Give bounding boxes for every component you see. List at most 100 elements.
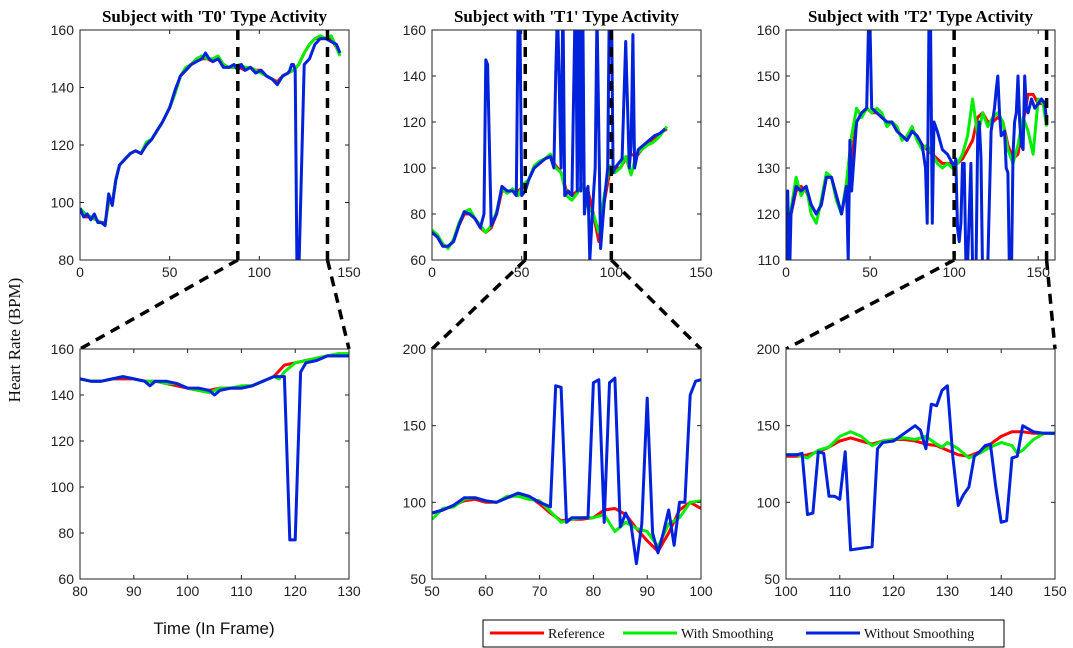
y-tick-label: 120 [51,137,75,153]
y-tick-label: 140 [757,114,781,130]
x-tick-label: 50 [514,264,530,280]
series-line-without-smoothing [786,30,1049,260]
x-tick-label: 100 [774,583,798,599]
y-tick-label: 130 [757,160,781,176]
x-tick-label: 90 [126,583,142,599]
y-tick-label: 60 [58,571,74,587]
series-line-without-smoothing [80,354,349,542]
plot-frame [785,29,1056,261]
x-tick-label: 100 [176,583,200,599]
chart-t1-top: 0 50 100 150 60 80 100 120 140 160 Subject with 'T… [403,7,713,280]
x-tick-label: 100 [600,264,624,280]
zoom-connector-line [430,258,527,351]
chart-t1-zoom: 50 60 70 80 90 100 50 100 150 200 [403,341,713,599]
x-tick-label: 100 [942,264,966,280]
x-tick-label: 80 [586,583,602,599]
series-group [786,384,1055,552]
y-tick-label: 200 [403,341,427,357]
y-tick-label: 100 [403,494,427,510]
x-tick-label: 110 [829,583,852,599]
series-line-with-smoothing [786,430,1055,460]
series-group [432,376,701,566]
x-tick-label: 0 [428,264,436,280]
y-tick-label: 50 [764,571,780,587]
zoom-connector-line [325,259,351,350]
x-tick-label: 140 [990,583,1014,599]
y-tick-label: 80 [58,252,74,268]
plot-frame [431,29,702,261]
series-line-without-smoothing [786,384,1055,552]
x-tick-label: 150 [337,264,361,280]
y-axis-label: Heart Rate (BPM) [5,278,24,403]
zoom-connector-line [610,258,703,351]
plot-area [432,30,701,260]
series-line-without-smoothing [80,37,342,260]
y-tick-label: 100 [51,479,75,495]
x-tick-label: 120 [882,583,906,599]
x-tick-label: 100 [689,583,713,599]
x-tick-label: 150 [1043,583,1067,599]
legend: Reference With Smoothing Without Smoothi… [482,619,1005,648]
zoom-connector-line [785,258,955,351]
x-tick-label: 120 [284,583,308,599]
x-tick-label: 50 [424,583,440,599]
zoom-connector-line [79,258,239,351]
x-tick-label: 130 [337,583,361,599]
plot-frame [431,348,702,580]
y-tick-label: 110 [758,252,781,268]
plot-area [80,30,349,260]
plot-frame [79,348,350,580]
chart-t2-top: 0 50 100 150 110 120 130 140 150 160 Subject with … [757,7,1056,280]
x-tick-label: 60 [478,583,494,599]
y-tick-label: 60 [410,252,426,268]
y-tick-label: 120 [403,114,427,130]
x-tick-label: 90 [639,583,655,599]
y-tick-label: 150 [403,418,427,434]
y-tick-label: 160 [51,22,75,38]
y-tick-label: 50 [410,571,426,587]
x-tick-label: 70 [532,583,548,599]
x-tick-label: 150 [1027,264,1051,280]
y-tick-label: 120 [757,206,781,222]
y-tick-label: 160 [51,341,75,357]
y-tick-label: 140 [51,387,75,403]
y-tick-label: 200 [757,341,781,357]
chart-title: Subject with 'T2' Type Activity [808,7,1034,26]
y-tick-label: 150 [757,68,781,84]
series-line-without-smoothing [432,376,701,566]
series-group [80,34,342,260]
x-tick-label: 50 [162,264,178,280]
series-group [786,30,1049,260]
x-tick-label: 130 [936,583,960,599]
x-tick-label: 80 [72,583,88,599]
legend-label-with-smoothing: With Smoothing [681,627,773,642]
x-tick-label: 50 [862,264,878,280]
y-tick-label: 140 [403,68,427,84]
y-tick-label: 100 [51,195,75,211]
zoom-connector-line [1044,259,1057,350]
x-tick-label: 0 [76,264,84,280]
series-group [432,30,669,260]
chart-t0-top: 0 50 100 150 80 100 120 140 160 Subject with 'T0'… [51,7,361,280]
legend-box [482,619,1005,648]
series-group [80,352,349,542]
plot-frame [785,348,1056,580]
x-tick-label: 110 [230,583,253,599]
chart-title: Subject with 'T1' Type Activity [454,7,680,26]
x-tick-label: 0 [782,264,790,280]
y-tick-label: 100 [757,494,781,510]
y-tick-label: 150 [757,418,781,434]
y-tick-label: 120 [51,433,75,449]
y-tick-label: 160 [403,22,427,38]
x-tick-label: 150 [689,264,713,280]
zoom-connector-layer [79,258,1057,351]
y-tick-label: 140 [51,80,75,96]
y-tick-label: 100 [403,160,427,176]
series-line-without-smoothing [432,30,667,260]
x-tick-label: 100 [248,264,272,280]
legend-label-reference: Reference [548,627,605,642]
